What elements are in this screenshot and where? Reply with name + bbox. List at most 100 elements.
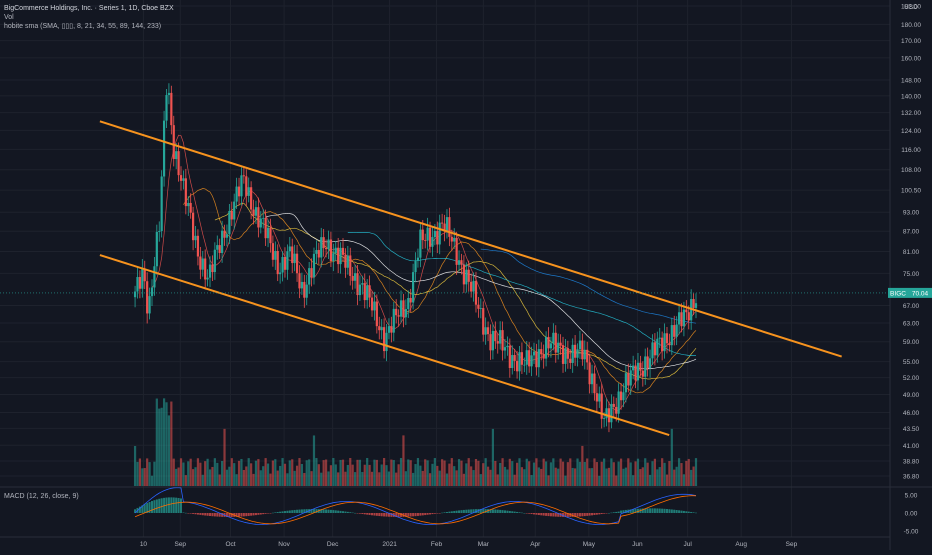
candle-body [692,299,695,308]
candle-body [537,349,540,368]
volume-bar [155,398,158,486]
candle-body [528,350,531,367]
macd-histogram-bar [453,511,456,513]
volume-bar [262,466,265,486]
candle-body [499,330,502,344]
candle-body [370,297,374,311]
volume-bar [578,461,582,486]
macd-histogram-bar [595,513,598,515]
volume-bar [486,466,490,486]
price-tag-symbol [888,287,908,298]
macd-histogram-bar [288,510,291,513]
macd-histogram-bar [578,513,581,517]
volume-bar [141,468,144,486]
volume-bar [528,461,531,486]
macd-histogram-bar [646,508,649,513]
macd-histogram-bar [472,509,475,513]
macd-histogram-bar [523,512,526,514]
volume-bar [426,460,429,486]
symbol-legend[interactable]: BigCommerce Holdings, Inc. · Series 1, 1… [4,4,174,13]
macd-histogram-bar [484,509,487,513]
macd-histogram-bar [549,513,552,517]
macd-legend[interactable]: MACD (12, 26, close, 9) [4,492,79,501]
candle-body [540,349,543,355]
candle-body [383,327,386,352]
macd-histogram-bar [603,513,606,514]
candle-body [298,273,301,289]
volume-bar [187,461,190,486]
macd-histogram-bar [581,513,584,517]
candle-body [179,175,183,181]
volume-bar [414,464,417,486]
volume-bar [269,473,272,486]
candle-body [279,272,282,275]
candle-body [561,345,565,364]
volume-bar [557,468,560,486]
candle-body [274,250,277,260]
volume-bar [441,459,444,486]
macd-histogram-bar [503,510,506,513]
macd-histogram-bar [416,513,419,516]
volume-bar [138,458,142,486]
candle-body [196,235,200,257]
macd-histogram-bar [143,504,146,513]
macd-histogram-bar [153,500,156,513]
macd-histogram-bar [262,513,265,515]
candle-body [648,358,652,368]
volume-bar [453,466,456,486]
volume-bar [559,458,562,486]
macd-line [134,487,697,525]
volume-bar [460,460,463,486]
macd-histogram-bar [617,511,620,513]
volume-bar [351,464,354,486]
volume-bar [491,428,495,486]
macd-histogram-bar [281,511,284,513]
candle-body [677,312,681,325]
volume-bar [677,458,681,486]
volume-bar [385,465,388,486]
price-tick-label: 52.00 [903,375,920,382]
macd-histogram-bar [291,510,294,513]
macd-histogram-bar [547,513,550,517]
macd-histogram-bar [283,511,286,513]
volume-bar [482,463,485,486]
macd-histogram-bar [211,513,214,517]
candle-body [218,245,221,253]
volume-bar [615,475,618,486]
volume-legend[interactable]: Vol [4,13,14,22]
volume-bar [375,459,378,486]
volume-bar [204,461,207,486]
candle-body [399,300,403,317]
macd-histogram-bar [419,513,422,516]
volume-bar [673,469,676,486]
volume-bar [288,460,291,486]
macd-histogram-bar [155,499,158,513]
candle-body [358,284,362,296]
volume-bar [610,458,613,486]
macd-histogram-bar [506,510,509,513]
time-tick-label: 10 [140,541,148,548]
volume-bar [153,461,156,486]
candle-body [612,403,615,407]
candle-body [520,352,524,365]
volume-bar [530,475,533,486]
macd-histogram-bar [513,511,516,513]
channel-upper-line [99,120,842,358]
candle-body [353,273,357,281]
candle-body [457,260,461,265]
volume-bar [648,474,652,486]
candle-body [564,348,567,364]
macd-histogram-bar [588,513,591,516]
macd-histogram-bar [247,513,250,516]
volume-bar [484,458,487,486]
time-tick-label: Mar [478,541,490,548]
volume-bar [595,462,598,486]
ma-legend[interactable]: hobite sma (SMA, ▯▯▯, 8, 21, 34, 55, 89,… [4,22,161,31]
macd-histogram-bar [245,513,248,517]
macd-histogram-bar [470,509,473,513]
volume-bar [300,463,303,486]
macd-histogram-bar [363,513,366,515]
macd-histogram-bar [632,509,635,513]
